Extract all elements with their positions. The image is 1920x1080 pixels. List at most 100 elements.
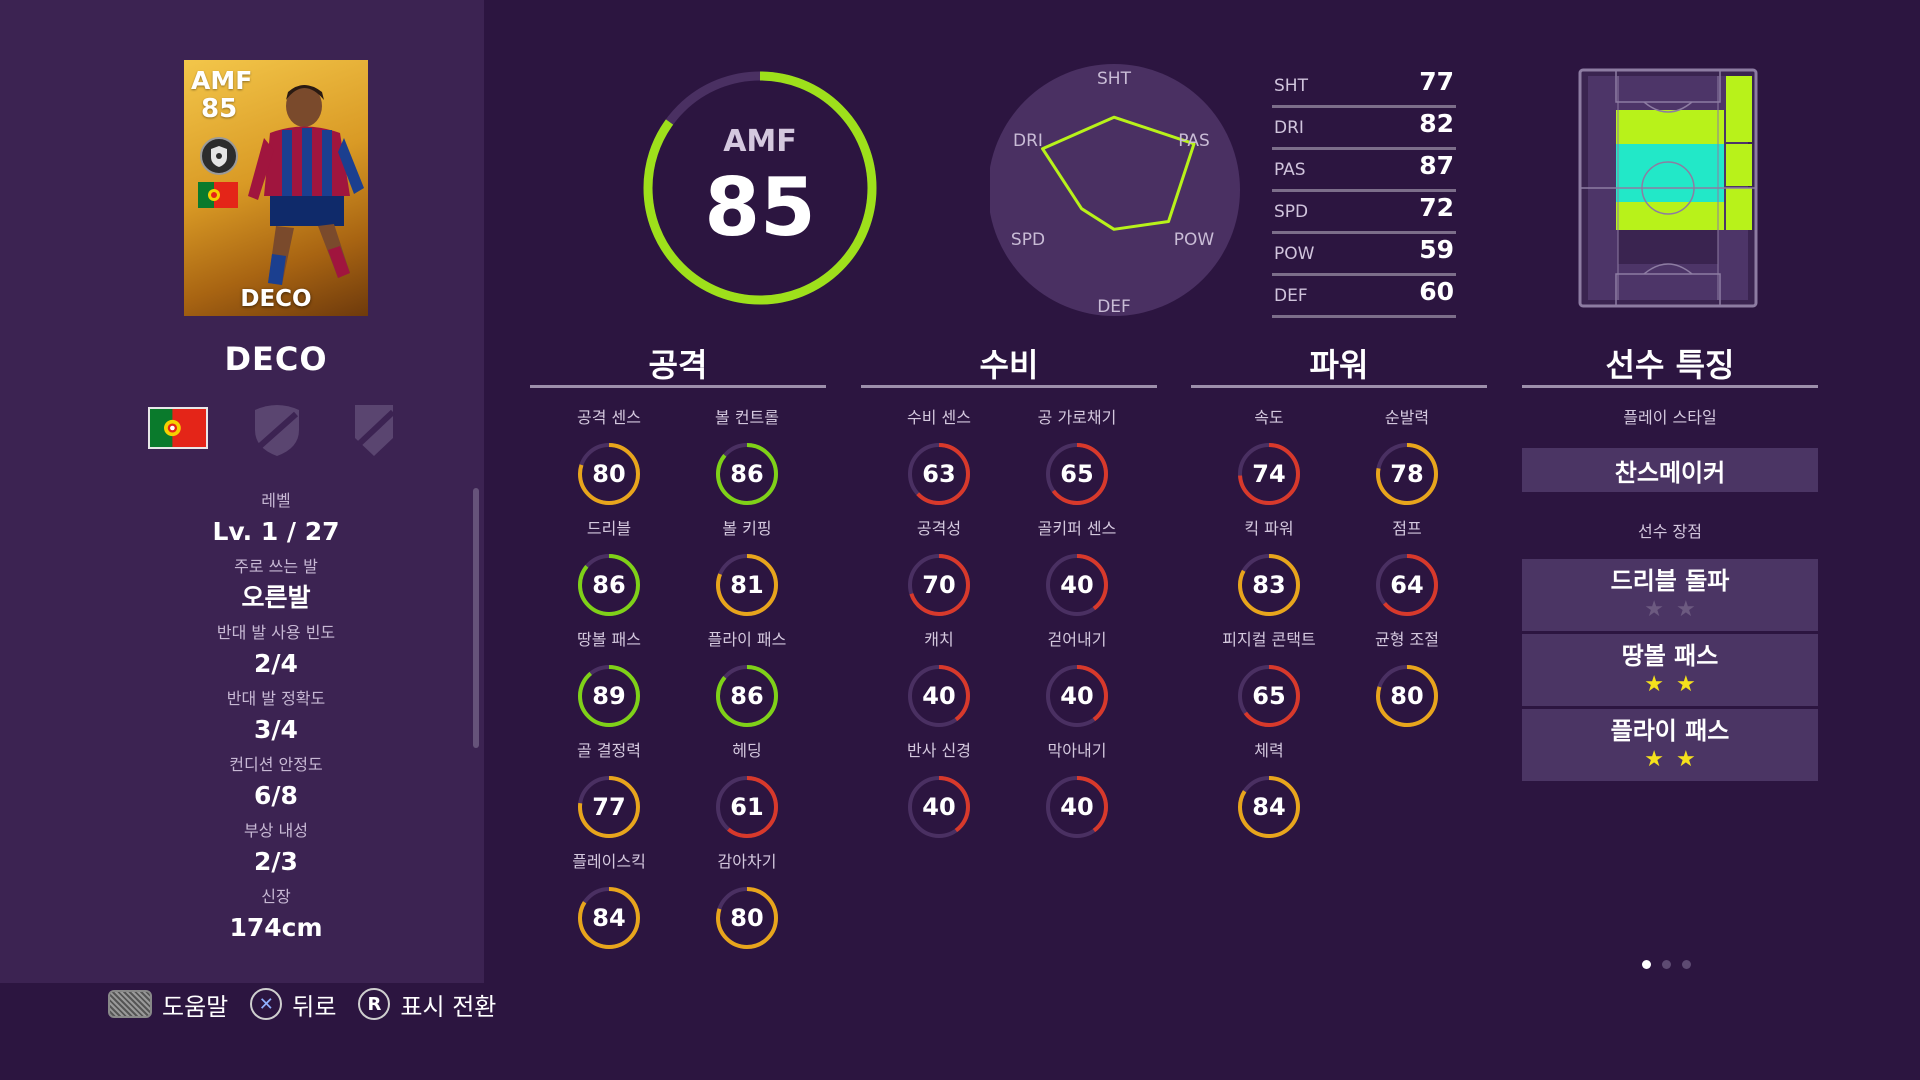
player-figure-image (248, 85, 364, 285)
player-info-list: 레벨 Lv. 1 / 27 주로 쓰는 발 오른발 반대 발 사용 빈도 2/4… (0, 490, 552, 952)
stat-value: 40 (922, 682, 955, 710)
stat-item: 수비 센스 63 (870, 406, 1008, 508)
section-title-defense: 수비 (979, 346, 1039, 384)
stat-item: 볼 컨트롤 86 (678, 406, 816, 508)
player-skills-label: 선수 장점 (1638, 522, 1702, 541)
back-button[interactable]: ✕ 뒤로 (250, 987, 336, 1022)
stat-item: 공 가로채기 65 (1008, 406, 1146, 508)
info-label: 주로 쓰는 발 (234, 557, 318, 576)
stat-value: 84 (592, 904, 625, 932)
stat-ring: 40 (908, 665, 970, 727)
page-dot[interactable] (1682, 960, 1691, 969)
summary-value: 77 (1419, 67, 1454, 96)
section-title-power: 파워 (1309, 346, 1369, 384)
player-card: AMF 85 DECO (184, 60, 368, 316)
summary-label: SPD (1274, 202, 1309, 222)
stat-item: 감아차기 80 (678, 850, 816, 952)
stat-label: 수비 센스 (907, 408, 971, 427)
summary-label: POW (1274, 244, 1315, 264)
stat-value: 65 (1060, 460, 1093, 488)
skill-stars: ★★ (1522, 747, 1818, 772)
stat-ring-arc (716, 665, 778, 727)
stat-ring: 40 (1046, 554, 1108, 616)
skill-item[interactable]: 땅볼 패스 ★★ (1522, 634, 1818, 706)
stat-item: 땅볼 패스 89 (540, 628, 678, 730)
stat-value: 40 (1060, 793, 1093, 821)
section-divider (1522, 385, 1818, 388)
stat-label: 공격성 (916, 519, 962, 538)
stat-ring: 63 (908, 443, 970, 505)
page-dot[interactable] (1662, 960, 1671, 969)
stat-ring: 86 (716, 443, 778, 505)
stat-ring-arc (1238, 665, 1300, 727)
stat-item: 순발력 78 (1338, 406, 1476, 508)
stat-ring-arc (1238, 776, 1300, 838)
stat-item: 골키퍼 센스 40 (1008, 517, 1146, 619)
stat-ring-arc (908, 776, 970, 838)
stat-ring: 40 (908, 776, 970, 838)
overall-position: AMF (723, 124, 797, 159)
switch-view-button[interactable]: R 표시 전환 (358, 987, 496, 1022)
stat-value: 40 (1060, 682, 1093, 710)
play-style-label: 플레이 스타일 (1623, 408, 1717, 427)
stat-ring-arc (908, 443, 970, 505)
switch-view-label: 표시 전환 (400, 992, 497, 1021)
stat-ring: 61 (716, 776, 778, 838)
skill-item[interactable]: 드리블 돌파 ★★ (1522, 559, 1818, 631)
info-value: 6/8 (254, 781, 298, 810)
stat-ring-arc (578, 443, 640, 505)
star-icon: ★ (1676, 672, 1708, 697)
help-button[interactable]: 도움말 (108, 987, 228, 1022)
stat-label: 킥 파워 (1244, 519, 1294, 538)
stat-value: 64 (1390, 571, 1423, 599)
stat-label: 볼 컨트롤 (715, 408, 779, 427)
info-value: 오른발 (241, 583, 311, 612)
info-scrollbar[interactable] (473, 488, 479, 748)
club-shield-icon (255, 405, 299, 456)
stat-value: 61 (730, 793, 763, 821)
radar-axis-label: DRI (1013, 131, 1043, 151)
stat-item: 헤딩 61 (678, 739, 816, 841)
play-style-value[interactable]: 찬스메이커 (1522, 448, 1818, 492)
info-label: 반대 발 정확도 (226, 689, 326, 708)
stat-value: 86 (730, 682, 763, 710)
stat-ring-arc (1046, 554, 1108, 616)
stat-item: 캐치 40 (870, 628, 1008, 730)
stat-value: 81 (730, 571, 763, 599)
stat-ring-arc (578, 665, 640, 727)
stat-ring: 40 (1046, 776, 1108, 838)
stat-ring-arc (1376, 443, 1438, 505)
card-level-badge-icon (200, 137, 238, 175)
skill-item[interactable]: 플라이 패스 ★★ (1522, 709, 1818, 781)
stat-ring: 65 (1238, 665, 1300, 727)
stat-value: 86 (730, 460, 763, 488)
stat-item: 막아내기 40 (1008, 739, 1146, 841)
stat-ring-arc (578, 554, 640, 616)
stat-label: 순발력 (1384, 408, 1430, 427)
summary-value: 72 (1419, 193, 1454, 222)
star-icon: ★ (1644, 747, 1676, 772)
player-name: DECO (224, 340, 328, 378)
stat-item: 드리블 86 (540, 517, 678, 619)
info-label: 레벨 (261, 491, 291, 510)
page-dot[interactable] (1642, 960, 1651, 969)
stat-value: 83 (1252, 571, 1285, 599)
stat-value: 89 (592, 682, 625, 710)
stat-item: 균형 조절 80 (1338, 628, 1476, 730)
stat-item: 속도 74 (1200, 406, 1338, 508)
stat-ring: 83 (1238, 554, 1300, 616)
stat-value: 84 (1252, 793, 1285, 821)
stat-label: 플레이스킥 (572, 852, 646, 871)
section-title-attack: 공격 (648, 346, 708, 384)
stat-value: 80 (730, 904, 763, 932)
stat-label: 피지컬 콘택트 (1222, 630, 1316, 649)
summary-row: PAS 87 (1272, 150, 1456, 192)
portugal-flag-icon (148, 407, 208, 449)
stat-item: 피지컬 콘택트 65 (1200, 628, 1338, 730)
stat-ring: 74 (1238, 443, 1300, 505)
stat-ring: 81 (716, 554, 778, 616)
ability-summary-list: SHT 77 DRI 82 PAS 87 SPD 72 POW 59 DEF 60 (1272, 66, 1456, 318)
stat-value: 40 (922, 793, 955, 821)
touchpad-icon (108, 990, 152, 1018)
radar-axis-label: PAS (1178, 131, 1210, 151)
